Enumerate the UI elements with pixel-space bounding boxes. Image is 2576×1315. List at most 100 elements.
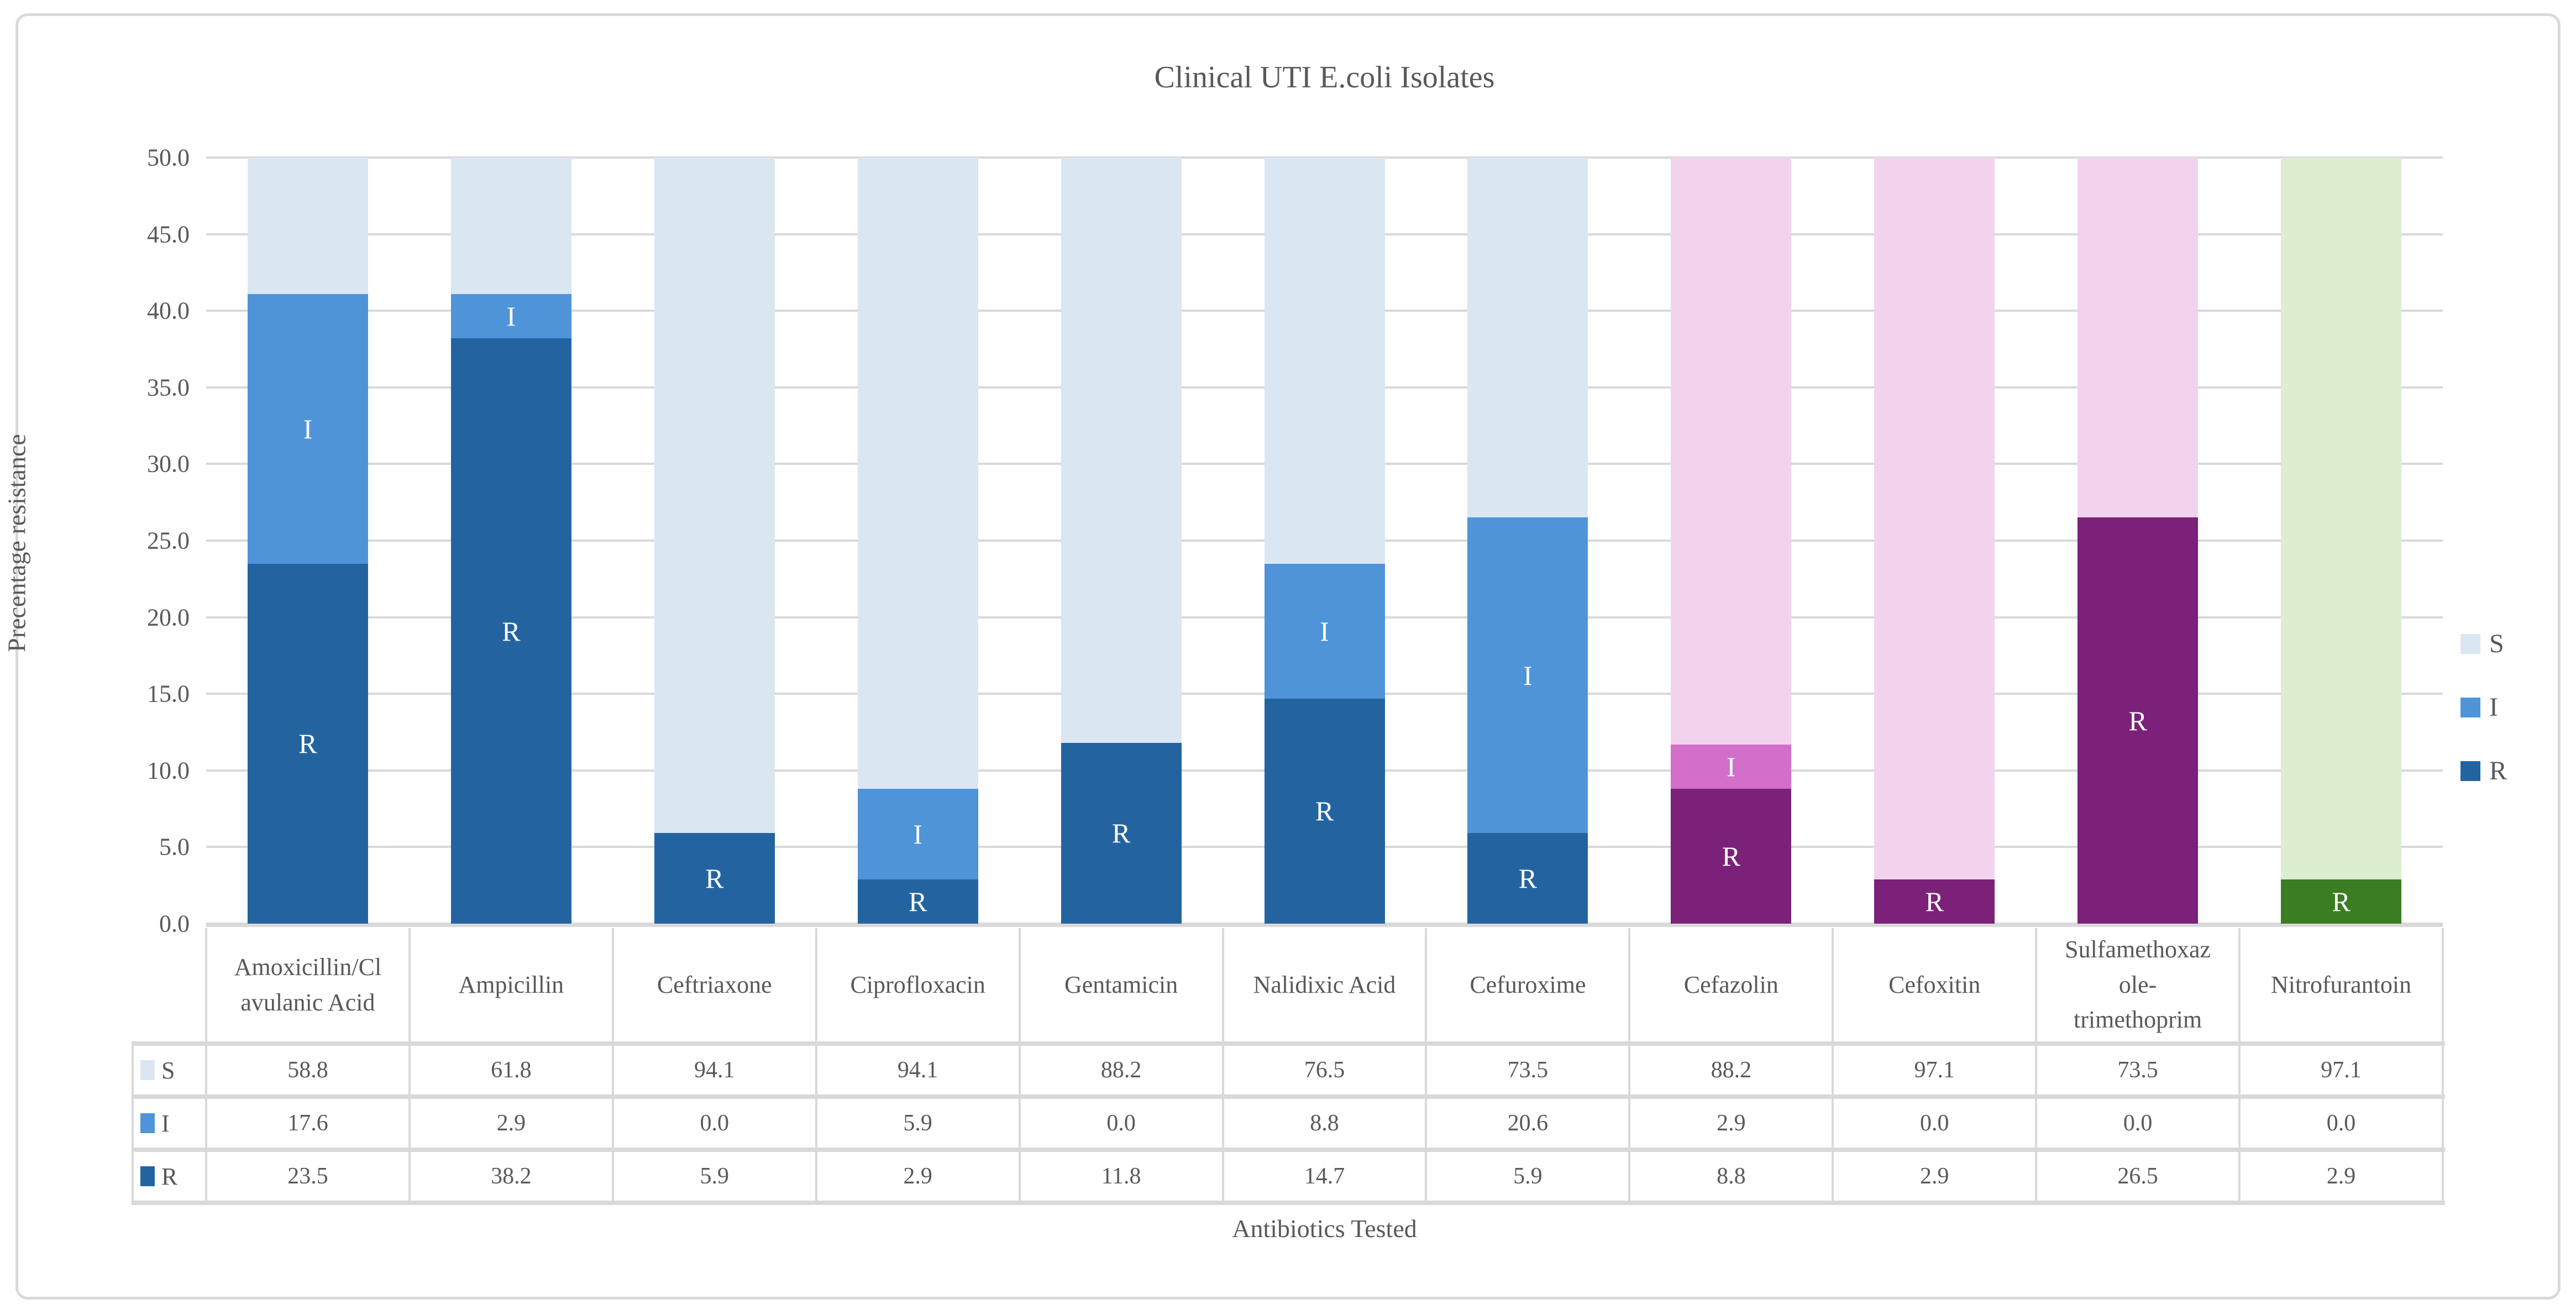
- table-value-cell: 0.0: [2123, 1110, 2153, 1136]
- table-value-cell: 0.0: [1919, 1110, 1949, 1136]
- table-value-cell: 8.8: [1310, 1110, 1339, 1136]
- bar-segment-S: [1874, 158, 1995, 879]
- table-column-border: [815, 1041, 817, 1205]
- table-value-cell: 58.8: [287, 1057, 328, 1083]
- bar-segment-label-R: R: [1315, 795, 1334, 827]
- table-column-border: [611, 1041, 614, 1205]
- bar-segment-label-I: I: [1523, 659, 1533, 691]
- table-row-label: I: [161, 1109, 170, 1137]
- table-column-border: [2442, 1041, 2444, 1205]
- bar-segment-S: [1467, 158, 1588, 518]
- bar-segment-R: R: [1874, 879, 1995, 924]
- table-row-header-I: I: [133, 1099, 206, 1148]
- table-value-cell: 14.7: [1304, 1164, 1345, 1189]
- table-column-border: [1018, 1041, 1021, 1205]
- table-column-border: [1221, 1041, 1224, 1205]
- y-tick-label: 45.0: [147, 221, 190, 248]
- table-value-cell: 2.9: [903, 1164, 932, 1189]
- y-tick-label: 50.0: [147, 144, 190, 171]
- bar-segment-R: R: [857, 879, 978, 924]
- table-value-cell: 0.0: [700, 1110, 730, 1136]
- table-value-cell: 2.9: [496, 1110, 526, 1136]
- bar-segment-I: I: [1264, 563, 1385, 699]
- table-value-cell: 20.6: [1507, 1110, 1549, 1136]
- bar-segment-label-I: I: [1320, 615, 1329, 647]
- bar-ceftriaxone: R: [654, 158, 775, 924]
- legend-swatch-I: [2460, 697, 2480, 717]
- table-value-cell: 2.9: [1717, 1110, 1746, 1136]
- table-row-border: [133, 1041, 2445, 1046]
- bar-segment-I: I: [450, 294, 571, 339]
- table-value-cell: 38.2: [491, 1164, 532, 1189]
- table-value-cell: 73.5: [1507, 1057, 1549, 1083]
- table-row-border: [133, 1094, 2445, 1099]
- table-column-border: [1628, 1041, 1631, 1205]
- table-value-cell: 97.1: [2321, 1057, 2362, 1083]
- table-row-border: [133, 1148, 2445, 1152]
- table-value-cell: 17.6: [287, 1110, 328, 1136]
- table-value-cell: 0.0: [2326, 1110, 2356, 1136]
- table-header-cell: Nalidixic Acid: [1253, 971, 1396, 998]
- table-value-cell: 94.1: [694, 1057, 735, 1083]
- legend-item-S: S: [2460, 628, 2504, 659]
- bar-segment-S: [1264, 158, 1385, 564]
- legend-swatch-R: [2460, 761, 2480, 781]
- table-value-cell: 2.9: [1919, 1164, 1949, 1189]
- y-tick-label: 35.0: [147, 374, 190, 401]
- bar-segment-S: [654, 158, 775, 834]
- x-axis-title: Antibiotics Tested: [1232, 1214, 1417, 1243]
- bar-segment-label-R: R: [908, 886, 927, 917]
- y-tick-label: 20.0: [147, 604, 190, 631]
- bar-segment-label-R: R: [1722, 841, 1740, 872]
- bar-segment-R: R: [2281, 879, 2402, 924]
- legend-item-R: R: [2460, 756, 2507, 786]
- table-value-cell: 61.8: [491, 1057, 532, 1083]
- bar-segment-label-R: R: [502, 615, 521, 647]
- legend-label: S: [2489, 629, 2504, 658]
- table-value-cell: 23.5: [287, 1164, 328, 1189]
- table-value-cell: 5.9: [903, 1110, 932, 1136]
- y-tick-label: 5.0: [159, 833, 190, 861]
- table-header-cell: Ciprofloxacin: [850, 971, 985, 998]
- table-header-cell: Ceftriaxone: [657, 971, 772, 998]
- table-row-border: [133, 1201, 2445, 1205]
- table-column-border: [815, 928, 817, 1041]
- bar-segment-R: R: [1671, 789, 1792, 924]
- bar-segment-R: R: [247, 563, 368, 924]
- bar-segment-S: [247, 158, 368, 294]
- bar-cefoxitin: R: [1874, 158, 1995, 924]
- table-value-cell: 76.5: [1304, 1057, 1345, 1083]
- table-column-border: [2035, 928, 2038, 1041]
- table-column-border: [1832, 1041, 1834, 1205]
- bar-segment-R: R: [2077, 517, 2199, 924]
- table-header-cell: Sulfamethoxaz ole- trimethoprim: [2065, 935, 2211, 1034]
- table-column-border: [205, 928, 207, 1041]
- table-column-border: [1425, 1041, 1428, 1205]
- table-value-cell: 73.5: [2117, 1057, 2158, 1083]
- bar-segment-R: R: [1264, 698, 1385, 924]
- table-column-border: [1018, 928, 1021, 1041]
- table-value-cell: 5.9: [1513, 1164, 1543, 1189]
- table-header-cell: Cefazolin: [1683, 971, 1778, 998]
- legend-item-I: I: [2460, 692, 2498, 722]
- bar-segment-label-I: I: [913, 818, 922, 850]
- table-series-swatch-I: [140, 1113, 155, 1133]
- table-value-cell: 0.0: [1106, 1110, 1136, 1136]
- bar-segment-label-I: I: [506, 300, 516, 332]
- legend-swatch-S: [2460, 633, 2480, 654]
- bar-segment-label-R: R: [298, 728, 317, 759]
- table-column-border: [1832, 928, 1834, 1041]
- bar-segment-label-R: R: [1518, 863, 1538, 894]
- bar-segment-label-I: I: [303, 413, 313, 444]
- y-tick-label: 40.0: [147, 297, 190, 324]
- bar-segment-R: R: [1467, 833, 1588, 924]
- table-series-swatch-S: [140, 1060, 155, 1080]
- bar-gentamicin: R: [1061, 158, 1182, 924]
- table-header-cell: Nitrofurantoin: [2270, 971, 2412, 998]
- bar-segment-R: R: [1061, 742, 1182, 924]
- bar-segment-S: [857, 158, 978, 789]
- bar-segment-label-R: R: [1111, 818, 1131, 849]
- bar-segment-label-R: R: [705, 863, 724, 894]
- table-column-border: [2442, 928, 2444, 1041]
- bar-segment-I: I: [857, 789, 978, 879]
